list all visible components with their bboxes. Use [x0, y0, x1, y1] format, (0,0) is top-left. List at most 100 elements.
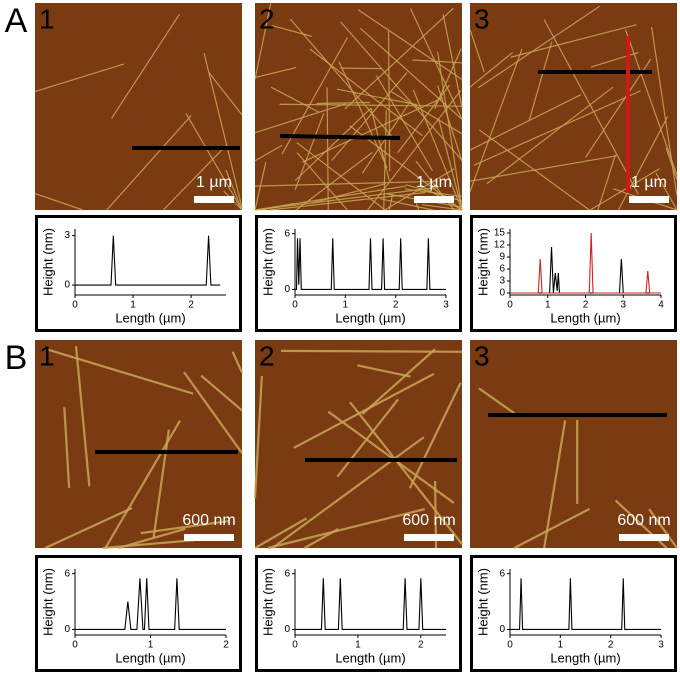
- fiber: [543, 420, 567, 549]
- fiber: [331, 71, 408, 161]
- x-tick-label: 2: [418, 640, 424, 651]
- x-tick-label: 1: [130, 300, 136, 311]
- fiber: [270, 86, 320, 113]
- fiber: [312, 182, 387, 204]
- fiber: [203, 52, 243, 208]
- y-tick-label: 0: [64, 624, 70, 635]
- scale-bar-label: 1 µm: [631, 174, 667, 191]
- fiber: [375, 75, 434, 172]
- x-axis-label: Length (µm): [550, 650, 620, 665]
- scale-bar: [194, 196, 234, 203]
- fiber: [296, 152, 348, 211]
- fiber: [655, 172, 678, 211]
- y-tick-label: 3: [64, 230, 70, 241]
- fiber: [254, 180, 438, 187]
- fiber: [337, 88, 418, 106]
- afm-image: 1 1 µm: [34, 3, 243, 211]
- y-axis-label: Height (nm): [40, 568, 55, 636]
- y-axis-label: Height (nm): [475, 228, 490, 296]
- height-profile: 0 1 2 0 6 Length (µm) Height (nm): [35, 555, 242, 672]
- y-axis-label: Height (nm): [260, 228, 275, 296]
- profile-trace: [75, 235, 221, 286]
- fiber: [349, 401, 463, 545]
- fiber: [408, 382, 462, 489]
- image-background: [255, 340, 462, 548]
- y-tick-label: 0: [499, 288, 505, 299]
- fiber: [597, 154, 616, 211]
- x-axis-label: Length (µm): [115, 650, 185, 665]
- fiber: [225, 169, 243, 211]
- y-tick-label: 6: [284, 568, 290, 579]
- profile-trace: [510, 578, 661, 630]
- profile-frame: [470, 215, 677, 332]
- fiber: [207, 71, 243, 116]
- x-tick-label: 0: [507, 300, 513, 311]
- fiber: [294, 107, 372, 182]
- x-tick-label: 3: [658, 640, 664, 651]
- fiber: [152, 429, 170, 539]
- profile-frame: [35, 555, 242, 672]
- x-tick-label: 2: [188, 300, 194, 311]
- profile-trace: [295, 578, 446, 630]
- fiber: [340, 21, 463, 161]
- profile-trace: [510, 246, 661, 294]
- fiber: [254, 66, 297, 79]
- fiber: [361, 348, 436, 415]
- y-tick-label: 15: [494, 228, 506, 239]
- fiber: [589, 168, 660, 211]
- fiber: [271, 24, 313, 37]
- profile-trace: [295, 238, 446, 290]
- height-profile: 0 1 2 0 3 Length (µm) Height (nm): [35, 215, 242, 332]
- fiber: [648, 508, 678, 549]
- fiber: [357, 9, 463, 81]
- fiber: [478, 387, 516, 415]
- fiber: [357, 364, 411, 378]
- x-tick-label: 2: [223, 640, 229, 651]
- x-tick-label: 3: [620, 300, 626, 311]
- fiber: [326, 87, 329, 211]
- fiber: [584, 58, 652, 158]
- fiber: [469, 48, 523, 192]
- y-tick-label: 0: [64, 280, 70, 291]
- scale-bar: [619, 534, 669, 541]
- x-tick-label: 2: [583, 300, 589, 311]
- fiber: [380, 198, 434, 211]
- fiber: [473, 90, 641, 166]
- y-tick-label: 12: [494, 240, 506, 251]
- fiber: [412, 59, 463, 64]
- height-profile: 0 1 2 0 6 Length (µm) Height (nm): [255, 555, 462, 672]
- fiber: [106, 114, 192, 211]
- fiber: [46, 348, 194, 395]
- scale-bar: [414, 196, 454, 203]
- fiber: [338, 61, 388, 168]
- fiber: [271, 436, 425, 549]
- scale-bar-label: 600 nm: [402, 512, 455, 529]
- fiber: [513, 507, 591, 549]
- fiber: [327, 410, 455, 504]
- fiber: [436, 51, 463, 211]
- fiber: [336, 398, 399, 478]
- fiber: [665, 147, 678, 180]
- height-profile: 0 1 2 3 0 6 Length (µm) Height (nm): [470, 555, 677, 672]
- afm-image: 3 1 µm: [469, 3, 678, 211]
- x-tick-label: 1: [545, 300, 551, 311]
- afm-image: 2 1 µm: [254, 3, 463, 211]
- x-tick-label: 4: [658, 300, 664, 311]
- x-tick-label: 0: [292, 300, 298, 311]
- x-tick-label: 3: [443, 300, 449, 311]
- fiber: [74, 346, 91, 487]
- y-tick-label: 6: [499, 568, 505, 579]
- row-label: B: [5, 339, 28, 377]
- x-tick-label: 0: [292, 640, 298, 651]
- scale-bar: [629, 196, 669, 203]
- fiber: [391, 91, 463, 135]
- fiber: [102, 539, 195, 550]
- profile-trace: [75, 578, 226, 630]
- scale-bar: [184, 534, 234, 541]
- scale-bar-label: 1 µm: [196, 174, 232, 191]
- fiber: [340, 67, 382, 70]
- y-tick-label: 0: [499, 624, 505, 635]
- x-tick-label: 1: [355, 640, 361, 651]
